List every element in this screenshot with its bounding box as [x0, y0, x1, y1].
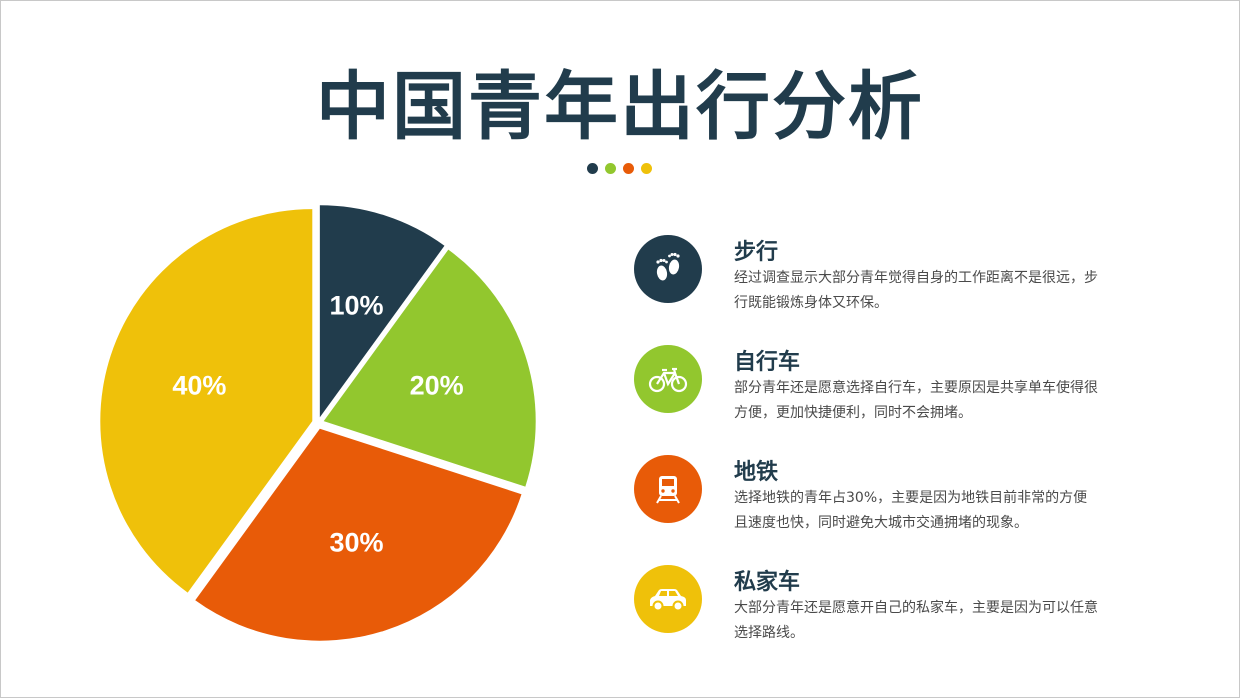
- legend-icon-circle: [634, 235, 702, 303]
- pie-slice-3: [195, 428, 522, 641]
- pie-slice-4: [100, 209, 313, 593]
- legend-title: 地铁: [734, 460, 779, 485]
- legend-item-car: 私家车 大部分青年还是愿意开自己的私家车，主要是因为可以任意选择路线。: [634, 560, 1114, 660]
- legend-title: 私家车: [734, 570, 801, 595]
- pie-slice-2: [323, 249, 536, 487]
- legend-desc: 经过调查显示大部分青年觉得自身的工作距离不是很远，步行既能锻炼身体又环保。: [734, 270, 1098, 311]
- accent-dot-2: [605, 163, 616, 174]
- pie-label-1: 10%: [330, 290, 384, 320]
- bicycle-icon: [648, 367, 688, 393]
- accent-dot-3: [623, 163, 634, 174]
- train-icon: [656, 476, 680, 504]
- legend-title: 步行: [734, 240, 779, 265]
- pie-slice-1: [319, 205, 445, 418]
- legend-title: 自行车: [734, 350, 801, 375]
- accent-dot-1: [587, 163, 598, 174]
- legend-desc: 选择地铁的青年占30%，主要是因为地铁目前非常的方便且速度也快，同时避免大城市交…: [734, 490, 1088, 531]
- pie-chart: 10% 20% 30% 40%: [100, 205, 536, 641]
- pie-label-2: 20%: [410, 370, 464, 400]
- legend-icon-circle: [634, 455, 702, 523]
- accent-dot-4: [641, 163, 652, 174]
- pie-label-4: 40%: [172, 370, 226, 400]
- legend-desc: 大部分青年还是愿意开自己的私家车，主要是因为可以任意选择路线。: [734, 600, 1098, 641]
- legend-item-walking: 步行 经过调查显示大部分青年觉得自身的工作距离不是很远，步行既能锻炼身体又环保。: [634, 230, 1114, 330]
- car-icon: [650, 589, 686, 612]
- legend-desc: 部分青年还是愿意选择自行车，主要原因是共享单车使得很方便，更加快捷便利，同时不会…: [734, 380, 1098, 421]
- legend-icon-circle: [634, 345, 702, 413]
- legend-item-bicycle: 自行车 部分青年还是愿意选择自行车，主要原因是共享单车使得很方便，更加快捷便利，…: [634, 340, 1114, 440]
- legend-item-subway: 地铁 选择地铁的青年占30%，主要是因为地铁目前非常的方便且速度也快，同时避免大…: [634, 450, 1114, 550]
- page-title: 中国青年出行分析: [316, 64, 924, 150]
- legend-icon-circle: [634, 565, 702, 633]
- pie-label-3: 30%: [330, 528, 384, 558]
- footprints-icon: [656, 252, 680, 281]
- accent-dots: [587, 163, 652, 174]
